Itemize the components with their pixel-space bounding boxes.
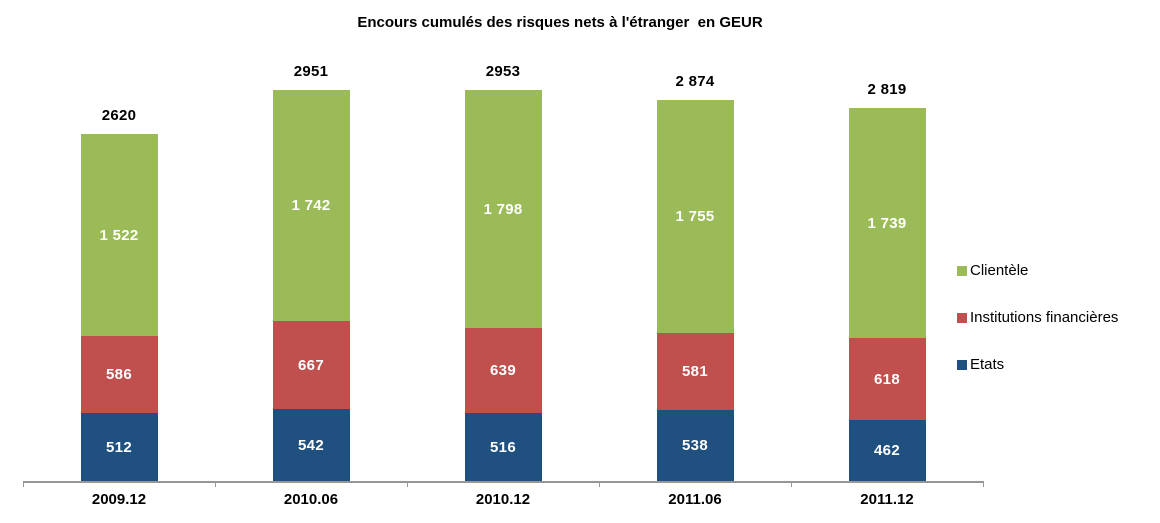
legend-label: Institutions financières bbox=[970, 309, 1119, 326]
x-axis-tick bbox=[407, 481, 408, 487]
x-axis-category-label: 2010.12 bbox=[475, 491, 531, 508]
bar-segment-etats: 512 bbox=[80, 413, 158, 481]
x-axis-tick bbox=[983, 481, 984, 487]
segment-value-label: 1 798 bbox=[483, 200, 523, 218]
bar-segment-institutions-financi-res: 586 bbox=[80, 336, 158, 413]
x-axis-category-label: 2009.12 bbox=[91, 491, 147, 508]
segment-value-label: 542 bbox=[298, 436, 324, 454]
legend-item-client-le: Clientèle bbox=[957, 262, 1118, 279]
bar-segment-institutions-financi-res: 618 bbox=[848, 338, 926, 420]
segment-value-label: 1 522 bbox=[99, 226, 139, 244]
segment-value-label: 516 bbox=[490, 438, 516, 456]
bar-segment-client-le: 1 739 bbox=[848, 108, 926, 338]
x-axis-tick bbox=[215, 481, 216, 487]
segment-value-label: 462 bbox=[874, 442, 900, 459]
total-label: 2 874 bbox=[675, 73, 715, 90]
x-axis-line bbox=[23, 481, 984, 483]
segment-value-label: 667 bbox=[298, 356, 324, 374]
bar-segment-institutions-financi-res: 581 bbox=[656, 333, 734, 410]
legend-label: Clientèle bbox=[970, 262, 1029, 279]
legend-item-etats: Etats bbox=[957, 356, 1118, 373]
bar-segment-etats: 542 bbox=[272, 409, 350, 481]
bar-segment-etats: 516 bbox=[464, 413, 542, 481]
x-axis-tick bbox=[23, 481, 24, 487]
legend-item-institutions-financi-res: Institutions financières bbox=[957, 309, 1118, 326]
segment-value-label: 639 bbox=[490, 362, 516, 379]
segment-value-label: 581 bbox=[682, 363, 708, 380]
chart-title: Encours cumulés des risques nets à l'étr… bbox=[357, 14, 763, 31]
bar-segment-etats: 538 bbox=[656, 410, 734, 481]
bar-segment-client-le: 1 798 bbox=[464, 90, 542, 328]
bar-segment-institutions-financi-res: 639 bbox=[464, 328, 542, 413]
bar-segment-client-le: 1 522 bbox=[80, 134, 158, 336]
bar-segment-etats: 462 bbox=[848, 420, 926, 481]
segment-value-label: 512 bbox=[106, 438, 132, 456]
total-label: 2620 bbox=[101, 107, 137, 124]
bar-segment-client-le: 1 755 bbox=[656, 100, 734, 333]
bar-segment-institutions-financi-res: 667 bbox=[272, 321, 350, 409]
x-axis-category-label: 2011.06 bbox=[668, 491, 722, 508]
segment-value-label: 618 bbox=[874, 370, 900, 388]
segment-value-label: 586 bbox=[106, 366, 132, 383]
x-axis-tick bbox=[599, 481, 600, 487]
x-axis-category-label: 2011.12 bbox=[860, 491, 914, 508]
legend-label: Etats bbox=[970, 356, 1005, 373]
bar-segment-client-le: 1 742 bbox=[272, 90, 350, 321]
x-axis-category-label: 2010.06 bbox=[283, 491, 339, 508]
x-axis-tick bbox=[791, 481, 792, 487]
legend: Clientèle Institutions financières Etats bbox=[957, 262, 1118, 373]
total-label: 2953 bbox=[485, 63, 521, 80]
total-label: 2951 bbox=[293, 63, 329, 80]
segment-value-label: 1 739 bbox=[867, 214, 907, 232]
legend-swatch-icon bbox=[957, 359, 967, 370]
legend-swatch-icon bbox=[957, 312, 967, 323]
legend-swatch-icon bbox=[957, 265, 967, 276]
segment-value-label: 1 742 bbox=[291, 197, 331, 214]
total-label: 2 819 bbox=[867, 81, 907, 98]
segment-value-label: 538 bbox=[682, 437, 708, 454]
segment-value-label: 1 755 bbox=[675, 208, 715, 225]
